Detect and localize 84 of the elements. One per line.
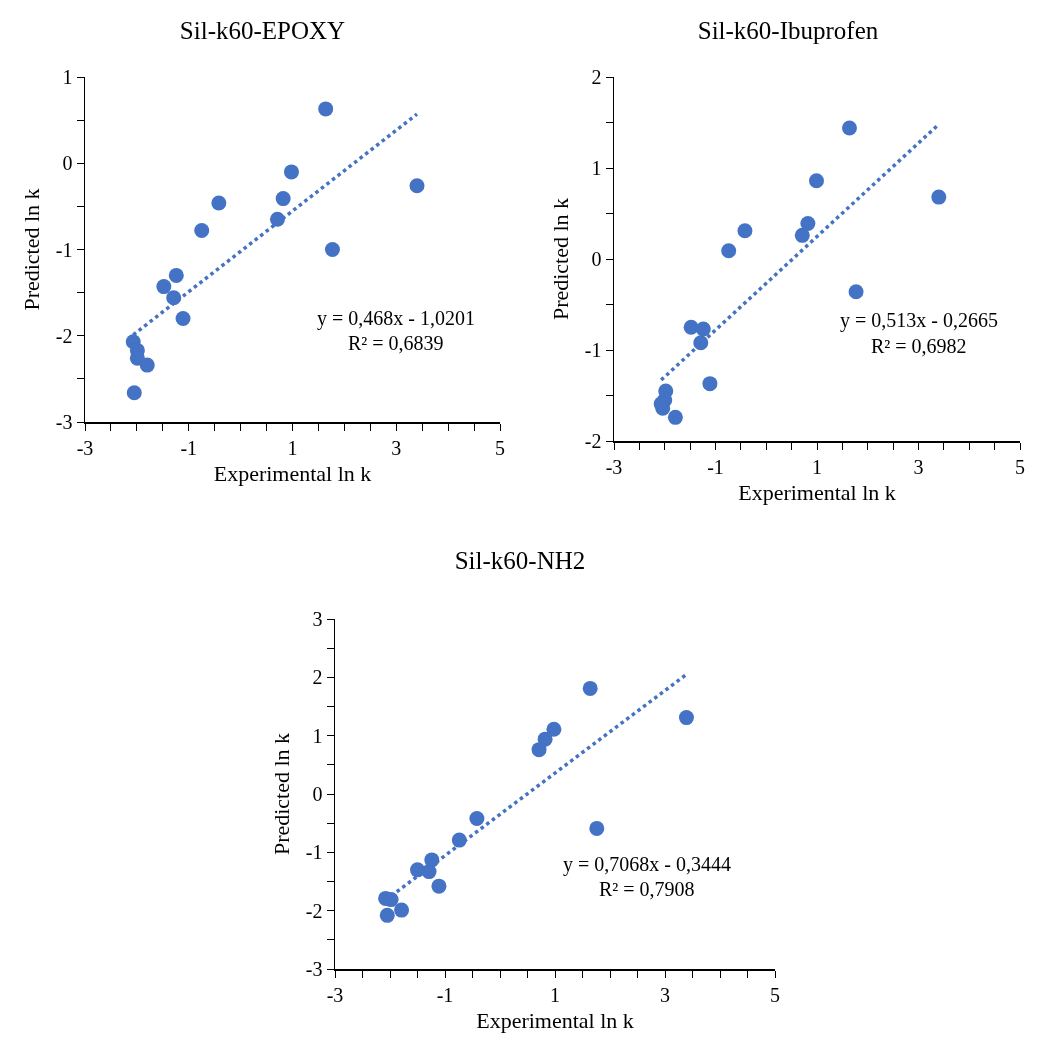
y-tick-label: -2 — [55, 324, 73, 347]
point — [269, 211, 285, 227]
point — [721, 243, 737, 259]
x-tick-label: 5 — [770, 983, 780, 1006]
point — [175, 311, 191, 326]
chart-title: Sil-k60-NH2 — [454, 546, 586, 574]
point — [702, 376, 718, 392]
point — [582, 680, 598, 696]
x-axis-title: Experimental ln k — [476, 1008, 634, 1034]
point — [421, 864, 437, 880]
y-tick-label: 1 — [591, 157, 602, 179]
x-tick-label: -3 — [605, 455, 623, 478]
point — [394, 902, 410, 918]
y-tick-label: -2 — [584, 430, 602, 452]
point — [469, 811, 485, 826]
y-tick-label: 1 — [62, 66, 73, 88]
x-tick-label: 5 — [495, 436, 505, 459]
annotation: R² = 0,6839 — [348, 332, 444, 354]
annotation: y = 0,513x - 0,2665 — [840, 309, 998, 332]
x-tick-label: -1 — [180, 436, 198, 459]
point — [546, 721, 562, 737]
x-tick-label: 1 — [550, 983, 560, 1006]
point — [324, 242, 340, 257]
point — [931, 189, 947, 205]
point — [678, 710, 694, 726]
point — [156, 279, 172, 295]
y-axis-title: Predicted ln k — [18, 188, 44, 311]
point — [168, 267, 184, 283]
x-tick-label: 1 — [812, 455, 822, 478]
point — [695, 321, 711, 337]
point — [809, 173, 824, 189]
x-tick-label: -3 — [76, 436, 94, 459]
point — [409, 178, 425, 194]
x-tick-label: -1 — [436, 983, 454, 1006]
y-tick-label: 2 — [312, 666, 323, 689]
annotation: y = 0,7068x - 0,3444 — [563, 853, 731, 876]
point — [194, 223, 210, 239]
annotation: y = 0,468x - 1,0201 — [317, 307, 475, 330]
chart-title: Sil-k60-EPOXY — [179, 16, 346, 44]
y-tick-label: -1 — [305, 841, 323, 864]
point — [379, 907, 395, 923]
x-tick-label: 3 — [660, 983, 670, 1006]
y-tick-label: -3 — [55, 411, 73, 433]
point — [139, 357, 155, 373]
x-axis-title: Experimental ln k — [213, 461, 372, 487]
annotation: R² = 0,6982 — [871, 335, 967, 357]
point — [318, 101, 334, 117]
chart-title: Sil-k60-Ibuprofen — [697, 16, 879, 44]
y-tick-label: -1 — [55, 238, 73, 261]
point — [431, 878, 447, 894]
x-tick-label: -3 — [326, 983, 344, 1006]
y-tick-label: 0 — [62, 152, 73, 175]
y-axis-title: Predicted ln k — [268, 732, 294, 856]
point — [211, 195, 227, 211]
y-tick-label: -3 — [305, 958, 323, 980]
y-tick-label: -2 — [305, 899, 323, 922]
x-tick-label: 1 — [287, 436, 298, 459]
x-tick-label: -1 — [707, 455, 724, 478]
point — [283, 164, 299, 180]
point — [841, 120, 857, 136]
y-tick-label: 0 — [312, 783, 323, 805]
y-tick-label: 3 — [312, 608, 323, 630]
x-tick-label: 3 — [913, 455, 924, 478]
y-tick-label: 2 — [591, 66, 602, 88]
y-tick-label: 0 — [591, 248, 602, 270]
point — [451, 832, 467, 848]
x-tick-label: 3 — [391, 436, 402, 459]
y-tick-label: -1 — [584, 339, 602, 361]
point — [589, 820, 605, 836]
x-tick-label: 5 — [1015, 455, 1025, 478]
point — [737, 223, 753, 239]
annotation: R² = 0,7908 — [599, 878, 695, 900]
y-tick-label: 1 — [312, 724, 323, 747]
point — [166, 290, 182, 306]
point — [275, 191, 291, 207]
x-axis-title: Experimental ln k — [738, 480, 896, 506]
point — [667, 409, 683, 425]
point — [693, 335, 709, 351]
point — [800, 216, 816, 231]
y-axis-title: Predicted ln k — [547, 197, 573, 321]
point — [794, 227, 810, 243]
point — [126, 385, 142, 401]
point — [531, 742, 547, 758]
point — [848, 284, 864, 300]
